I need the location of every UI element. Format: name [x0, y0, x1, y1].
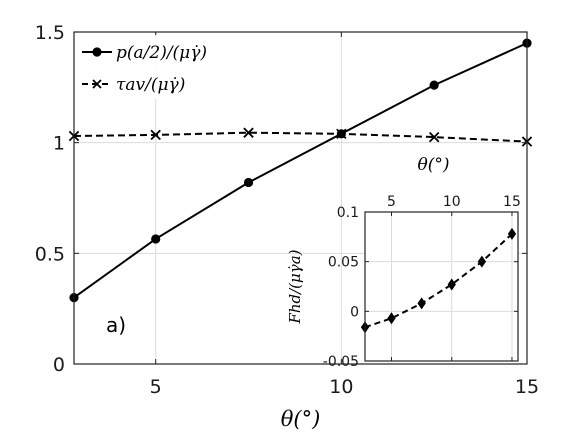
y-tick-label: 0 — [350, 304, 359, 320]
inset-ticks: 5 10 15 -0.05 0 0.05 0.1 — [323, 194, 521, 370]
series-line-0 — [73, 42, 528, 299]
legend-label: τav/(μγ̇) — [116, 75, 185, 95]
series-line-0 — [364, 233, 513, 329]
inset-y-axis-label: Fhd/(μγ̇a) — [286, 249, 304, 324]
data-point-diamond — [417, 297, 426, 310]
data-point-circle — [151, 234, 161, 244]
legend-marker — [92, 79, 102, 89]
y-tick-label: 0 — [53, 354, 65, 376]
legend-marker — [92, 47, 102, 57]
data-point-diamond — [387, 312, 396, 325]
main-x-axis-label: θ(°) — [281, 407, 321, 431]
x-tick-label: 15 — [515, 376, 539, 398]
legend-entry-pressure: p(a/2)/(μγ̇) — [82, 43, 207, 63]
legend: p(a/2)/(μγ̇) τav/(μγ̇) — [77, 35, 249, 99]
data-point-x — [243, 127, 254, 138]
legend-entry-shear: τav/(μγ̇) — [82, 75, 185, 95]
data-point-diamond — [447, 278, 456, 291]
data-point-x — [336, 128, 347, 140]
legend-background — [77, 35, 249, 99]
y-tick-label: 0.05 — [328, 255, 359, 271]
x-tick-label: 10 — [443, 194, 461, 210]
inset-x-axis-label: θ(°) — [418, 155, 450, 175]
legend-label: p(a/2)/(μγ̇) — [116, 43, 207, 63]
y-tick-label: 0.1 — [337, 205, 359, 221]
data-point-x — [428, 131, 440, 143]
y-tick-label: -0.05 — [323, 354, 359, 370]
y-tick-label: 1 — [53, 133, 65, 155]
x-tick-label: 10 — [329, 376, 353, 398]
data-point-x — [150, 129, 161, 141]
panel-label: a) — [106, 313, 126, 337]
y-tick-label: 0.5 — [35, 243, 65, 265]
x-tick-label: 5 — [387, 194, 396, 210]
y-tick-label: 1.5 — [35, 22, 65, 44]
inset-chart: 5 10 15 -0.05 0 0.05 0.1 θ(°) Fhd/(μγ̇a) — [286, 155, 521, 370]
inset-background — [365, 212, 518, 361]
main-axes-frame — [73, 31, 528, 365]
x-tick-label: 5 — [150, 376, 162, 398]
data-point-circle — [429, 80, 439, 90]
data-point-diamond — [477, 255, 487, 268]
x-tick-label: 15 — [503, 194, 521, 210]
data-point-diamond — [507, 227, 517, 240]
main-series — [68, 38, 533, 303]
series-line-1 — [73, 131, 528, 143]
main-ticks: 5 10 15 0 0.5 1 1.5 — [35, 22, 539, 398]
inset-axes-frame — [364, 211, 519, 362]
data-point-circle — [243, 177, 254, 188]
